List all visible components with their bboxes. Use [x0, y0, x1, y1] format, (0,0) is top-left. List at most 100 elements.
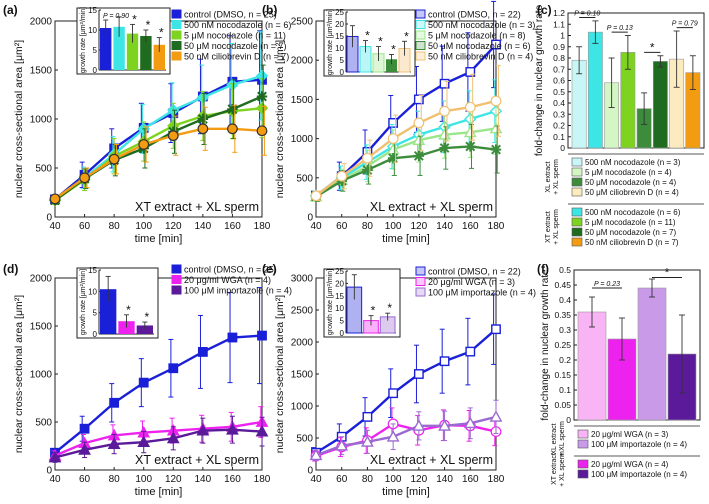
data-point	[362, 411, 373, 422]
x-tick-label: 80	[362, 221, 374, 232]
legend-swatch	[571, 217, 583, 227]
series-line	[315, 415, 497, 457]
legend-swatch	[571, 227, 583, 237]
inset-bar	[153, 44, 165, 70]
x-tick-label: 60	[79, 474, 91, 485]
legend-swatch	[577, 439, 589, 449]
y-tick-label: 0	[307, 213, 313, 224]
data-point	[78, 443, 91, 455]
inset-y-tick-label: 5	[340, 56, 345, 65]
legend-entry: control (DMSO, n = 25)	[184, 10, 277, 20]
inset-y-tick-label: 15	[335, 292, 344, 301]
inset-bar	[140, 36, 152, 70]
legend-group-label: XL extract	[551, 423, 558, 454]
y-tick-label: 0	[560, 143, 565, 153]
data-point	[438, 419, 451, 431]
x-axis-label: time [min]	[382, 233, 430, 245]
data-point	[79, 423, 90, 434]
data-point	[196, 423, 210, 436]
y-tick-label: 2500	[291, 306, 314, 317]
y-tick-label: 0.7	[553, 64, 565, 74]
significance-star: *	[387, 301, 392, 315]
y-tick-label: 0.5	[553, 87, 565, 97]
legend-swatch	[171, 275, 182, 284]
condition-annotation: XL extract + XL sperm	[370, 453, 493, 467]
legend-swatch	[415, 30, 426, 40]
inset-y-label: growth rate [μm²/min]	[327, 9, 334, 75]
y-axis-label: fold-change in nuclear growth rate	[540, 269, 551, 421]
y-tick-label: 1500	[291, 370, 314, 381]
y-tick-label: 0.2	[553, 121, 565, 131]
data-point	[335, 439, 349, 451]
data-point	[197, 113, 209, 125]
bar	[587, 31, 603, 149]
inset-y-tick-label: 5	[93, 46, 98, 55]
significance-star: *	[371, 304, 376, 318]
x-tick-label: 180	[488, 474, 505, 485]
x-tick-label: 100	[385, 221, 402, 232]
p-value-label: P = 0.79	[672, 21, 698, 28]
x-tick-label: 60	[79, 221, 91, 232]
inset-y-tick-label: 0	[340, 68, 345, 77]
data-point	[491, 39, 501, 50]
significance-star: *	[391, 42, 396, 56]
data-point	[490, 144, 502, 155]
inset-frame	[76, 267, 159, 339]
inset-y-label: growth rate [μm²/min]	[327, 269, 334, 335]
legend-entry: 20 μg/ml WGA (n = 4)	[591, 460, 669, 469]
series-line	[54, 420, 263, 457]
data-point	[227, 123, 238, 135]
significance-star: *	[378, 35, 383, 49]
y-tick-label: 0	[566, 415, 571, 425]
legend-entry: 50 nM ciliobrevin D (n = 4)	[428, 52, 533, 62]
panel-b: (b)40 60 80 100 120 140 160 1800500100015002000…	[262, 0, 535, 245]
panel-d: (d)40 60 80 100 120 140 160 1800500100015002000…	[3, 262, 292, 498]
legend-swatch	[415, 277, 426, 286]
legend-swatch	[171, 51, 182, 61]
y-tick-label: 0.1	[559, 385, 571, 395]
condition-annotation: XT extract + XL sperm	[135, 200, 259, 214]
x-tick-label: 60	[336, 474, 348, 485]
legend-entry: 500 nM nocodazole (n = 6)	[585, 208, 681, 217]
x-tick-label: 160	[462, 474, 479, 485]
data-point	[336, 170, 348, 182]
data-point	[257, 330, 267, 341]
inset-y-tick-label: 0	[340, 329, 345, 338]
data-point	[256, 125, 268, 137]
inset-y-tick-label: 10	[88, 26, 97, 35]
x-tick-label: 180	[488, 221, 505, 232]
y-tick-label: 0.05	[554, 400, 571, 410]
data-point	[412, 419, 426, 431]
data-point	[167, 130, 179, 142]
x-tick-label: 140	[195, 474, 212, 485]
data-point	[491, 324, 501, 335]
y-axis-label: nuclear cross-sectional area [μm²]	[274, 40, 286, 198]
legend-entry: 50 nM ciliobrevin D (n = 7)	[184, 52, 289, 62]
inset-y-tick-label: 15	[335, 32, 344, 41]
data-point	[388, 118, 399, 128]
inset-y-tick-label: 20	[335, 279, 344, 288]
inset-y-tick-label: 0	[93, 66, 98, 75]
p-value-label: P = 0.23	[594, 281, 620, 288]
data-point	[387, 153, 399, 164]
y-tick-label: 1000	[30, 115, 53, 126]
y-axis-label: nuclear cross-sectional area [μm²]	[13, 40, 25, 198]
legend-group-label: XT extract	[545, 211, 552, 243]
inset-y-label: growth rate [μm²/min]	[80, 269, 87, 335]
y-tick-label: 2500	[291, 17, 314, 28]
y-tick-label: 2000	[30, 274, 53, 285]
y-tick-label: 0.9	[553, 42, 565, 52]
x-tick-label: 40	[310, 474, 322, 485]
data-point	[108, 153, 120, 165]
inset-y-tick-label: 25	[335, 8, 344, 17]
inset-y-tick-label: 20	[335, 20, 344, 29]
legend-group-label: + XL sperm	[553, 209, 560, 245]
legend-swatch	[577, 469, 589, 479]
y-tick-label: 1500	[30, 66, 53, 77]
data-point	[464, 101, 476, 113]
y-tick-label: 1500	[30, 322, 53, 333]
y-tick-label: 0	[46, 213, 52, 224]
